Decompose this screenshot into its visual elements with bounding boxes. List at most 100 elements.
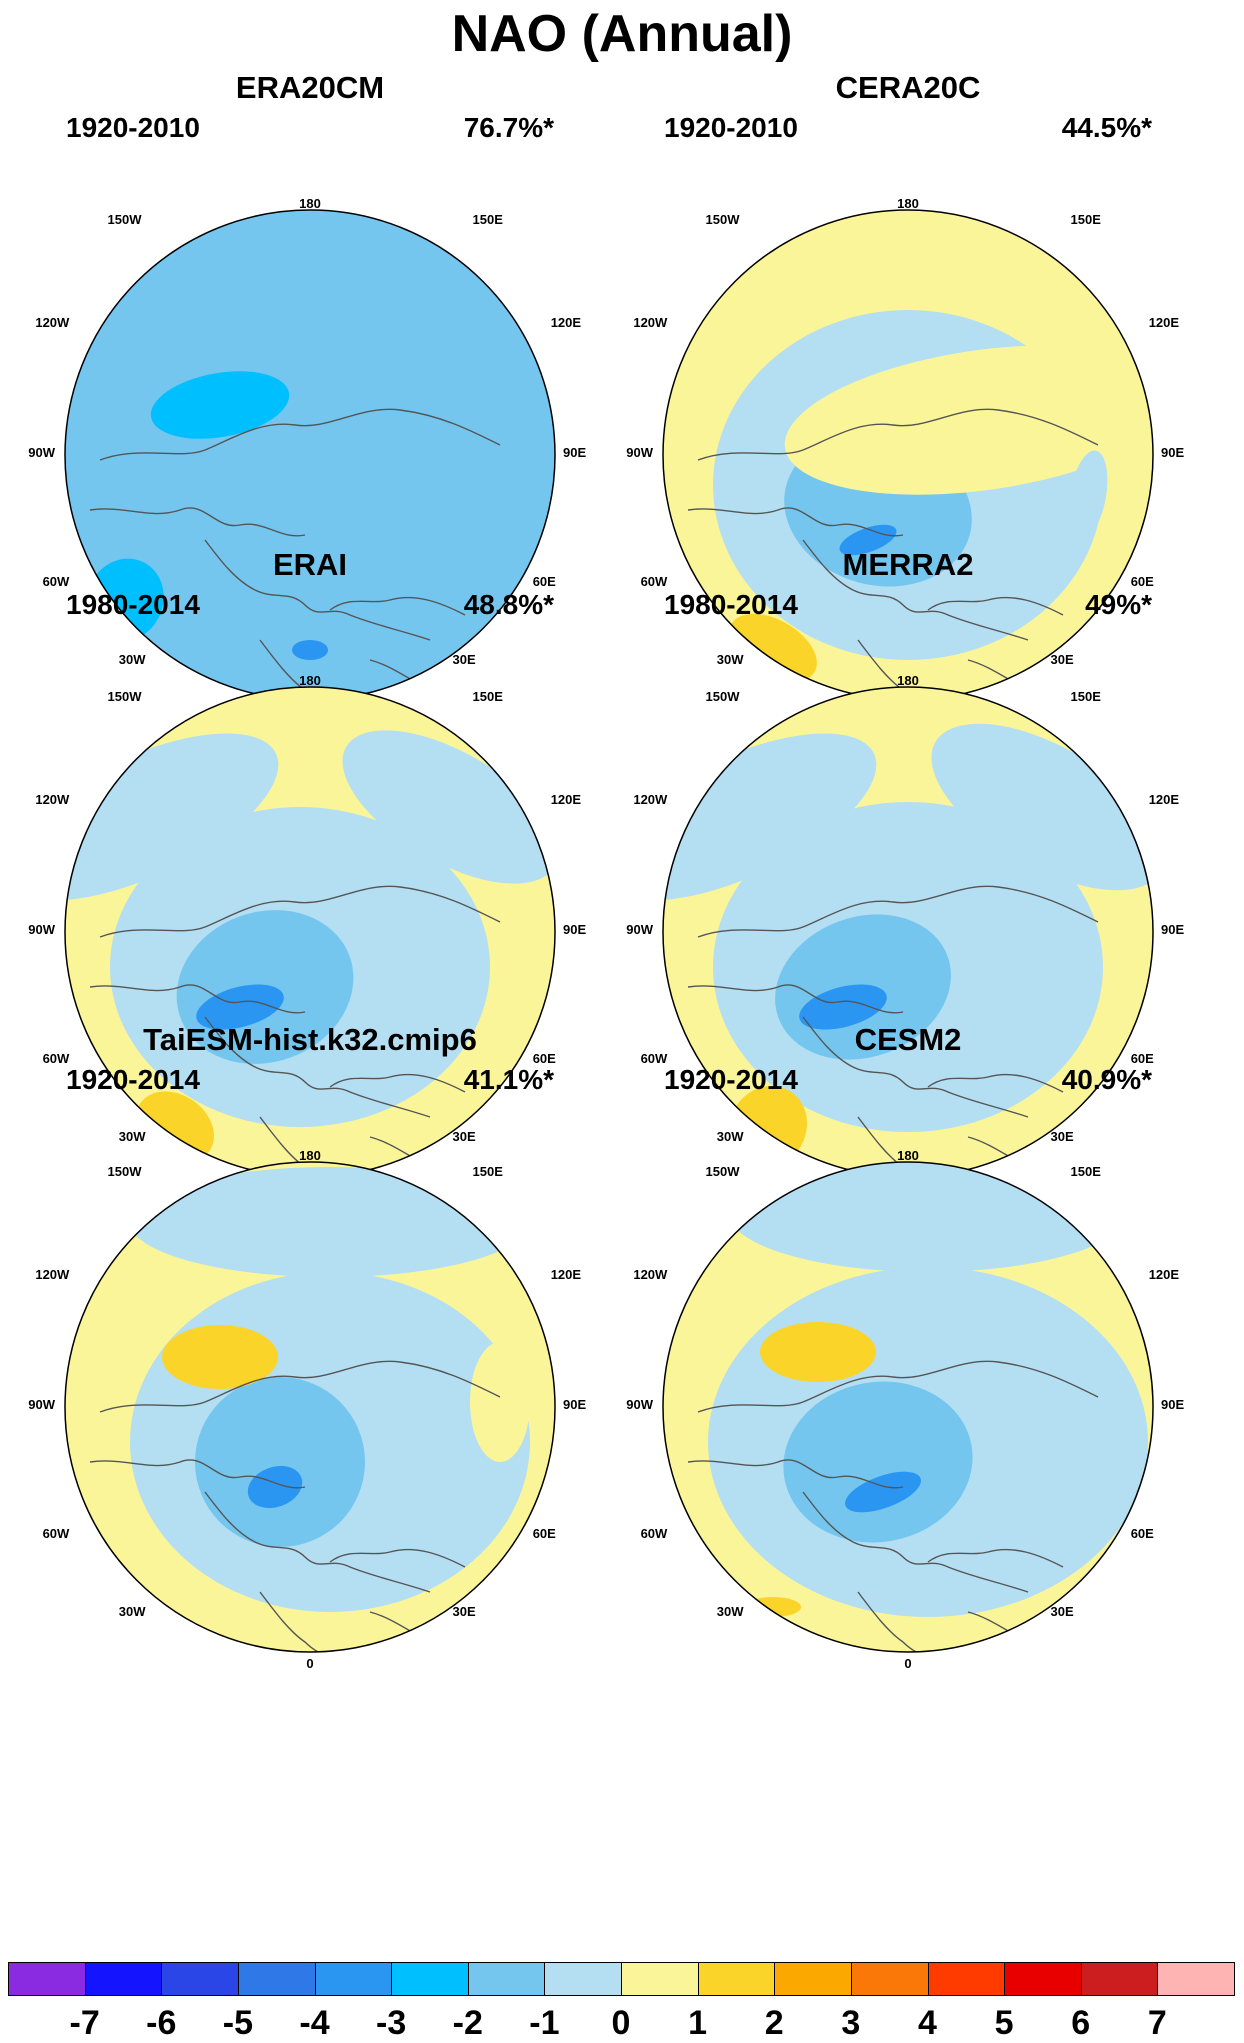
colorbar-tick-label: -1 — [529, 2004, 560, 2042]
longitude-label: 90E — [1161, 445, 1185, 460]
longitude-label: 60W — [42, 573, 70, 589]
longitude-label: 120W — [35, 791, 70, 807]
coastline — [204, 539, 431, 641]
longitude-label: 0 — [904, 1656, 912, 1671]
anomaly-contour — [1068, 450, 1108, 540]
coastline — [927, 596, 1064, 616]
map-border — [662, 1161, 1154, 1653]
longitude-label: 180 — [897, 673, 919, 688]
colorbar-box — [621, 1962, 699, 1996]
colorbar-box — [84, 1962, 163, 1996]
panel-title: TaiESM-hist.k32.cmip6 — [143, 1022, 477, 1057]
anomaly-contour — [845, 1471, 921, 1513]
anomaly-contour — [799, 984, 887, 1030]
coastline — [927, 1548, 1064, 1568]
longitude-label: 30W — [716, 651, 744, 667]
coastline — [99, 885, 501, 938]
longitude-label: 60E — [532, 573, 556, 589]
longitude-label: 150E — [1070, 212, 1101, 227]
anomaly-contour — [470, 1342, 530, 1462]
colorbar-box — [391, 1962, 469, 1996]
longitude-label: 30E — [1050, 1128, 1074, 1144]
colorbar — [8, 1962, 1235, 1996]
polar-map — [662, 686, 1154, 1178]
longitude-label: 30W — [118, 1603, 146, 1619]
anomaly-contour — [292, 640, 328, 660]
coastline — [204, 1491, 431, 1593]
panel-period: 1920-2014 — [664, 1064, 798, 1095]
longitude-label: 150E — [472, 212, 503, 227]
panel-variance: 41.1%* — [463, 1064, 554, 1095]
colorbar-box — [237, 1962, 316, 1996]
panel-variance: 76.7%* — [463, 112, 554, 143]
colorbar-tick-label: -6 — [146, 2004, 177, 2042]
longitude-label: 30W — [716, 1128, 744, 1144]
panel-period: 1920-2010 — [664, 112, 798, 143]
map-panel: CESM2 1920-2014 40.9%* 180 150E 120E 90E 60E 30E… — [626, 1022, 1188, 1671]
coastline — [802, 1491, 1029, 1593]
longitude-label: 90E — [1161, 922, 1185, 937]
longitude-label: 60W — [42, 1525, 70, 1541]
colorbar-box — [467, 1962, 546, 1996]
longitude-label: 60E — [532, 1525, 556, 1541]
longitude-label: 120E — [550, 1266, 582, 1282]
panel-title: CESM2 — [854, 1022, 962, 1057]
colorbar-box — [774, 1962, 852, 1996]
longitude-label: 180 — [299, 673, 321, 688]
longitude-label: 120W — [633, 314, 668, 330]
figure-title: NAO (Annual) — [451, 5, 793, 63]
anomaly-contour — [342, 730, 555, 884]
anomaly-contour — [745, 1597, 801, 1617]
colorbar-box — [161, 1962, 239, 1996]
longitude-label: 150W — [705, 212, 740, 227]
panel-variance: 49%* — [1085, 589, 1152, 620]
longitude-label: 30E — [1050, 1603, 1074, 1619]
longitude-label: 90E — [1161, 1397, 1185, 1412]
longitude-label: 90W — [28, 1397, 55, 1412]
longitude-label: 30W — [716, 1603, 744, 1619]
longitude-label: 120W — [35, 1266, 70, 1282]
longitude-label: 150E — [472, 1164, 503, 1179]
map-panel: TaiESM-hist.k32.cmip6 1920-2014 41.1%* 180 1… — [28, 1022, 590, 1671]
longitude-label: 150W — [107, 1164, 142, 1179]
anomaly-contour — [760, 1322, 876, 1382]
map-panel: CERA20C 1920-2010 44.5%* 180 150E 120E 90E 60E 3… — [626, 70, 1188, 719]
coastline — [89, 984, 306, 1014]
longitude-label: 180 — [897, 196, 919, 211]
coastline — [329, 1073, 466, 1093]
colorbar-tick-label: 0 — [611, 2004, 631, 2042]
colorbar-box — [697, 1962, 776, 1996]
longitude-label: 120E — [1148, 1266, 1180, 1282]
colorbar-box — [314, 1962, 393, 1996]
anomaly-contour — [162, 1325, 278, 1389]
polar-map — [662, 1161, 1154, 1653]
colorbar-tick-label: 2 — [764, 2004, 784, 2042]
coastline — [99, 408, 501, 461]
longitude-label: 30W — [118, 1128, 146, 1144]
anomaly-contour — [839, 524, 897, 556]
polar-map — [64, 1161, 556, 1653]
panel-title: ERAI — [272, 547, 348, 582]
colorbar-box — [927, 1962, 1006, 1996]
longitude-label: 90W — [626, 922, 653, 937]
colorbar-box — [1080, 1962, 1159, 1996]
coastline — [204, 1016, 431, 1118]
polar-map — [662, 209, 1154, 701]
colorbar-tick-label: -4 — [299, 2004, 330, 2042]
longitude-label: 120W — [35, 314, 70, 330]
anomaly-contour — [728, 1162, 1128, 1272]
coastline — [802, 1016, 1029, 1118]
coastline — [89, 507, 306, 537]
colorbar-box — [544, 1962, 622, 1996]
panel-title: ERA20CM — [235, 70, 385, 105]
coastline — [259, 1591, 361, 1652]
panel-variance: 40.9%* — [1061, 1064, 1152, 1095]
longitude-label: 90E — [563, 1397, 587, 1412]
longitude-label: 30E — [452, 1603, 476, 1619]
anomaly-contour — [783, 1381, 973, 1543]
coastline — [857, 1591, 959, 1652]
coastline — [802, 539, 1029, 641]
longitude-label: 150W — [705, 689, 740, 704]
longitude-label: 150E — [1070, 689, 1101, 704]
map-panel: ERA20CM 1920-2010 76.7%* 180 150E 120E 90E 60E 3… — [28, 70, 590, 719]
